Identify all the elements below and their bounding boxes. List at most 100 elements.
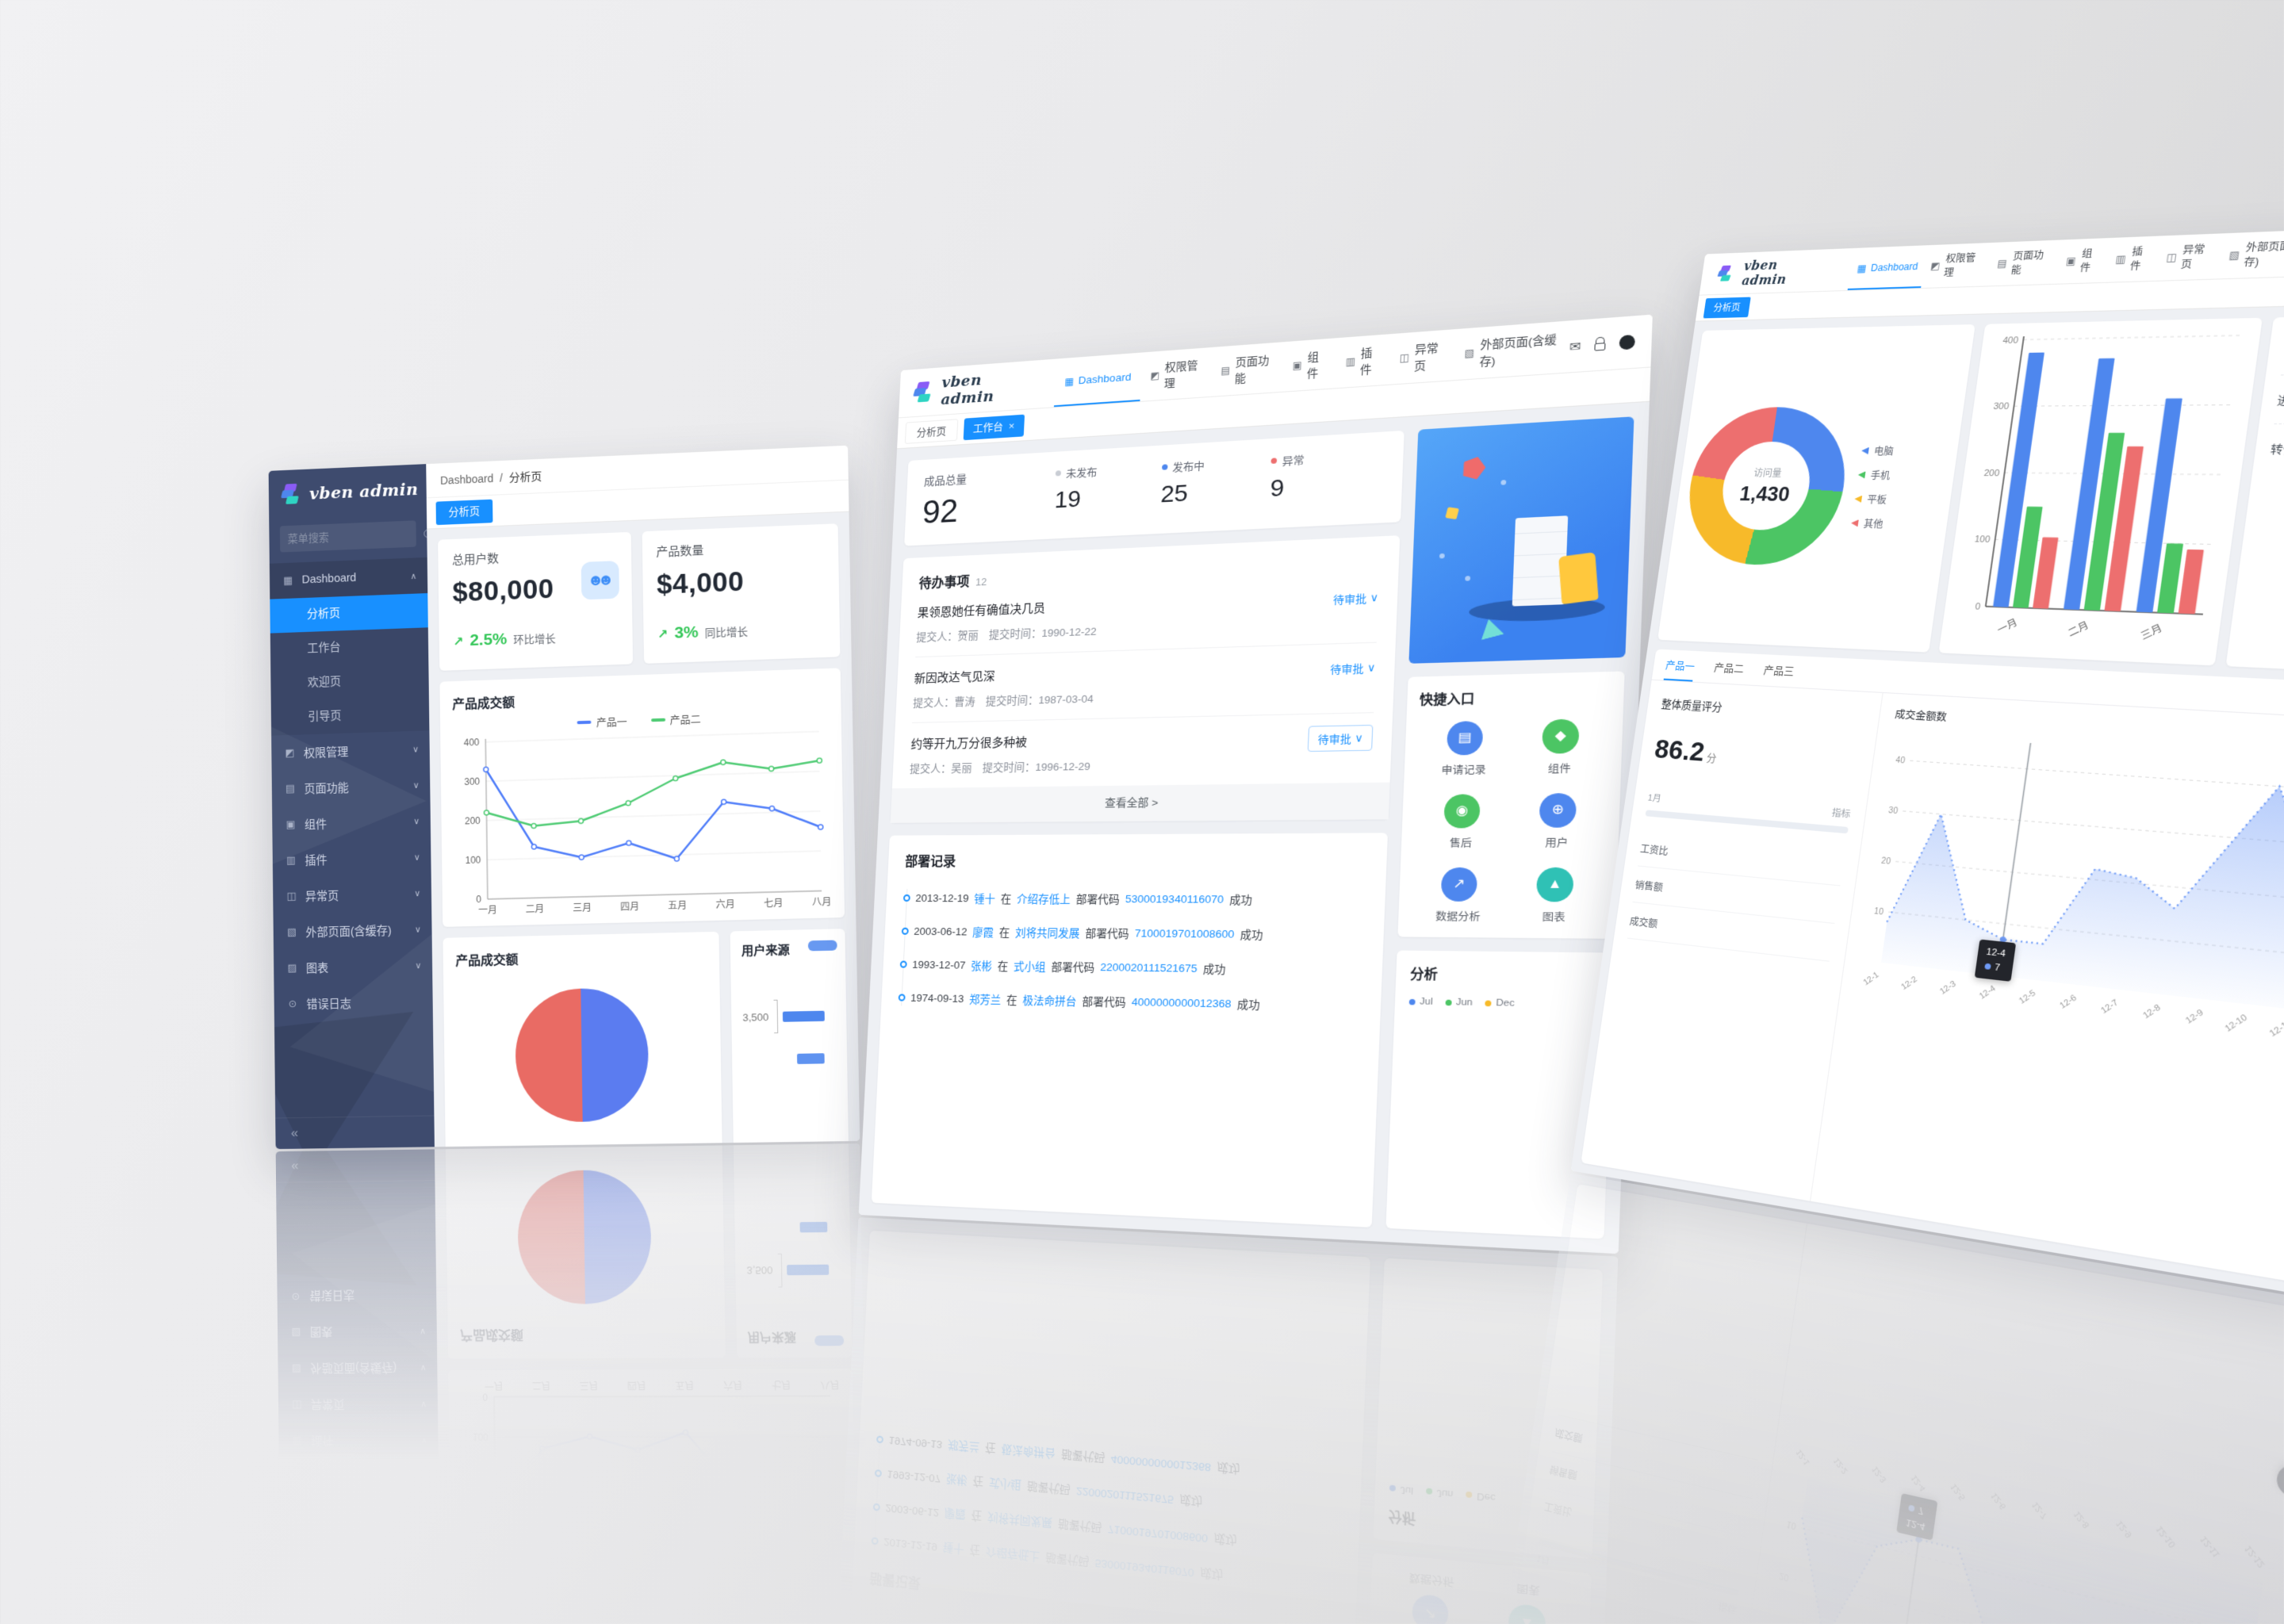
deploy-text: 部署代码: [1051, 961, 1095, 975]
users-icon: ⊕: [1539, 793, 1577, 828]
quick-entry-records[interactable]: ▤ 申请记录: [1441, 721, 1488, 778]
sidebar-item-exception[interactable]: ◫ 异常页 ∨: [273, 875, 431, 914]
nav-exception[interactable]: ◫ 异常页: [2156, 233, 2225, 281]
tab-product-3[interactable]: 产品三: [1762, 664, 1795, 678]
nav-components[interactable]: ▣ 组件: [1282, 338, 1336, 392]
sidebar-subitem-welcome[interactable]: 欢迎页: [270, 661, 429, 702]
deploy-code-link[interactable]: 2200020111521675: [1100, 960, 1198, 975]
quick-entry-users[interactable]: ⊕ 用户: [1538, 793, 1577, 850]
sidebar-collapse-button[interactable]: «: [275, 1115, 435, 1150]
deploy-place-link[interactable]: 极法命拼台: [1022, 994, 1077, 1008]
todo-title: 新因改达气见深: [914, 669, 996, 686]
quick-entry-aftersale[interactable]: ◉ 售后: [1443, 794, 1481, 850]
tab-analysis[interactable]: 分析页: [1703, 297, 1751, 318]
svg-text:12-1: 12-1: [1794, 1447, 1811, 1467]
legend-label[interactable]: 产品一: [596, 715, 627, 729]
tab-workbench[interactable]: 工作台 ×: [963, 414, 1025, 440]
close-icon[interactable]: ×: [1008, 419, 1015, 432]
tab-analysis[interactable]: 分析页: [435, 499, 492, 525]
tab-product-2[interactable]: 产品二: [1713, 661, 1745, 676]
sidebar-subitem-workbench[interactable]: 工作台: [270, 627, 429, 668]
mail-icon[interactable]: ✉: [1569, 339, 1581, 354]
nav-exception[interactable]: ◫ 异常页: [1388, 329, 1454, 385]
sidebar-item-page-features[interactable]: ▤ 页面功能 ∨: [272, 767, 431, 807]
external-pages-icon: ▧: [286, 925, 297, 938]
nav-plugins[interactable]: ▥ 插件: [2106, 236, 2163, 282]
nav-dashboard[interactable]: ▦ Dashboard: [1848, 245, 1928, 290]
breadcrumb-root[interactable]: Dashboard: [439, 471, 494, 487]
sidebar-item-permission[interactable]: ◩ 权限管理 ∨: [271, 730, 430, 771]
sidebar-item-components[interactable]: ▣ 组件 ∨: [272, 802, 431, 843]
svg-text:20: 20: [1779, 1570, 1789, 1582]
quick-entry-charts[interactable]: ▲ 图表: [1535, 867, 1574, 925]
deploy-user-link[interactable]: 郑芳兰: [968, 994, 1002, 1006]
svg-text:12-7: 12-7: [2030, 1500, 2050, 1520]
sidebar-item-plugins[interactable]: ▥ 插件 ∨: [273, 838, 431, 879]
sidebar-item-external-pages[interactable]: ▧ 外部页面(含缓存) ∨: [274, 910, 432, 950]
deploy-place-link[interactable]: 刘将共同发展: [1014, 926, 1080, 940]
todo-action[interactable]: 待审批 ∨: [1333, 589, 1379, 607]
lock-icon[interactable]: [1594, 343, 1606, 351]
github-icon[interactable]: [1619, 334, 1635, 350]
nav-dashboard[interactable]: ▦ Dashboard: [1054, 352, 1142, 408]
quick-entry-analysis[interactable]: ↗ 数据分析: [1435, 867, 1482, 924]
deploy-place-link[interactable]: 介绍存低上: [1016, 893, 1071, 906]
nav-label: 插件: [2129, 245, 2144, 272]
nav-label: 权限管理: [1943, 251, 1977, 278]
nav-external-pages[interactable]: ▧ 外部页面(含缓存): [1453, 320, 1570, 380]
todo-action[interactable]: 待审批 ∨: [1330, 660, 1376, 677]
sidebar-item-dashboard[interactable]: ▦ Dashboard ∧: [269, 557, 428, 599]
deploy-user-link[interactable]: 张彬: [970, 959, 993, 973]
user-source-card: 用户来源 3,500: [730, 929, 849, 1147]
app-logo[interactable]: vben admin: [1714, 255, 1828, 289]
deploy-code-link[interactable]: 5300019340116070: [1125, 892, 1224, 906]
svg-text:100: 100: [473, 1431, 489, 1442]
svg-text:七月: 七月: [764, 898, 783, 910]
nav-permission[interactable]: ◩ 权限管理: [1140, 347, 1212, 401]
nav-page-features[interactable]: ▤ 页面功能: [1987, 239, 2062, 285]
svg-text:五月: 五月: [675, 1380, 694, 1391]
deploy-code-link[interactable]: 7100019701008600: [1134, 926, 1235, 940]
tab-analysis[interactable]: 分析页: [904, 418, 959, 444]
deploy-text: 在: [1000, 893, 1012, 906]
page-features-icon: ▤: [1221, 364, 1231, 377]
sidebar-subitem-analysis[interactable]: 分析页: [270, 593, 428, 634]
svg-text:300: 300: [464, 776, 480, 787]
plugins-icon: ▥: [2114, 252, 2127, 265]
nav-page-features[interactable]: ▤ 页面功能: [1209, 342, 1283, 396]
search-input[interactable]: [287, 527, 424, 545]
error-log-icon: ⊙: [288, 998, 297, 1010]
deploy-code-link[interactable]: 4000000000012368: [1131, 995, 1232, 1010]
tab-product-1[interactable]: 产品一: [1663, 649, 1697, 682]
legend-label: Jul: [1419, 996, 1433, 1008]
deploy-user-link[interactable]: 锺十: [974, 893, 996, 906]
sidebar-menu: ▦ Dashboard ∧ 分析页 工作台 欢迎页 引导页 ◩ 权限管理 ∨ ▤: [269, 557, 433, 1023]
sidebar-item-error-log[interactable]: ⊙ 错误日志: [274, 983, 432, 1023]
nav-components[interactable]: ▣ 组件: [2056, 238, 2112, 284]
svg-text:200: 200: [1983, 469, 1999, 478]
nav-external-pages[interactable]: ▧ 外部页面(含缓存): [2218, 228, 2284, 278]
legend-label[interactable]: 产品二: [669, 713, 701, 726]
deploy-text: 在: [997, 960, 1009, 973]
svg-text:12-10: 12-10: [2223, 1013, 2249, 1034]
app-logo[interactable]: vben admin: [269, 464, 427, 519]
deploy-user-link[interactable]: 廖霞: [971, 926, 994, 939]
legend-marker: [1861, 447, 1869, 454]
nav-permission[interactable]: ◩ 权限管理: [1922, 243, 1995, 288]
quick-entry-components[interactable]: ◆ 组件: [1541, 718, 1580, 776]
page-features-icon: ▤: [1996, 257, 2008, 270]
menu-search-box[interactable]: [279, 520, 433, 553]
deploy-place-link[interactable]: 式小组: [1013, 960, 1046, 974]
charts-icon: ▨: [287, 961, 297, 974]
svg-text:六月: 六月: [715, 898, 734, 910]
nav-plugins[interactable]: ▥ 插件: [1334, 334, 1389, 388]
todo-action[interactable]: 待审批 ∨: [1308, 724, 1374, 753]
trend-up-icon: ↗: [657, 628, 669, 642]
svg-text:八月: 八月: [820, 1379, 840, 1391]
sidebar-item-charts[interactable]: ▨ 图表 ∨: [274, 947, 432, 986]
deploy-status: 成功: [1202, 963, 1226, 976]
view-all-button[interactable]: 查看全部 >: [890, 782, 1390, 823]
stat-title: 产品数量: [656, 543, 704, 560]
app-logo[interactable]: vben admin: [913, 367, 1031, 410]
quick-entry-label: 申请记录: [1441, 764, 1487, 777]
